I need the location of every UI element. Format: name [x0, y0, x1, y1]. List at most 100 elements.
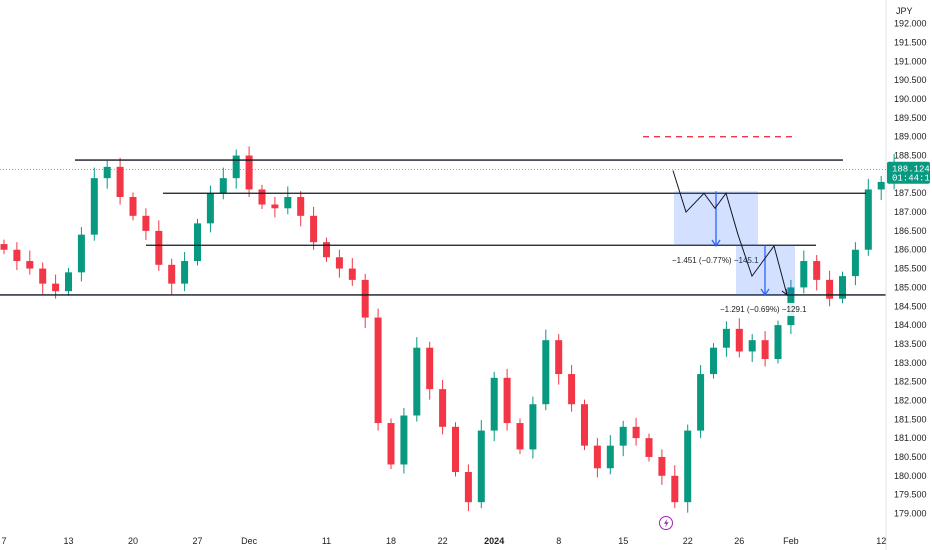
price-tick-label: 183.000 — [894, 358, 927, 368]
candle — [774, 320, 782, 364]
candle — [839, 271, 846, 304]
time-tick-label: 13 — [63, 536, 73, 546]
price-tick-label: 179.500 — [894, 490, 927, 500]
candle — [800, 250, 808, 294]
candle — [168, 258, 176, 295]
candle — [684, 424, 692, 513]
candle — [387, 418, 395, 470]
time-tick-label: Dec — [241, 536, 258, 546]
candle — [65, 267, 72, 296]
time-tick-label: 26 — [734, 536, 744, 546]
candle — [568, 365, 576, 412]
price-tick-label: 190.500 — [894, 75, 927, 85]
candle — [464, 464, 472, 512]
candle — [619, 420, 627, 457]
candle — [232, 149, 240, 189]
candle — [710, 343, 717, 379]
candle — [0, 239, 8, 255]
candle — [452, 422, 459, 477]
time-tick-label: 27 — [192, 536, 202, 546]
candle — [400, 407, 408, 474]
price-tick-label: 187.500 — [894, 188, 927, 198]
price-tick-label: 185.500 — [894, 264, 927, 274]
candle — [90, 167, 98, 241]
price-tick-label: 185.000 — [894, 282, 927, 292]
candle — [581, 399, 588, 451]
candle — [606, 435, 614, 475]
projection-path — [672, 170, 788, 297]
current-price-badge-bg — [887, 161, 930, 184]
price-tick-label: 191.000 — [894, 56, 927, 66]
time-tick-label: 22 — [438, 536, 448, 546]
candle — [722, 321, 730, 357]
price-range-measure[interactable]: −1.451 (−0.77%) −145.1 — [669, 191, 767, 267]
candle — [103, 160, 111, 189]
candle — [323, 237, 330, 262]
bar-countdown-label: 01:44:12 — [892, 174, 932, 184]
candle — [77, 227, 85, 282]
time-tick-label: Feb — [783, 536, 799, 546]
measure-label: −1.451 (−0.77%) −145.1 — [672, 256, 759, 265]
measure-tools: −1.451 (−0.77%) −145.1 −1.291 (−0.69%) −1… — [669, 191, 815, 316]
price-tick-label: 186.000 — [894, 245, 927, 255]
measure-label-bg — [717, 302, 815, 316]
candle — [645, 433, 653, 462]
time-tick-label: 22 — [683, 536, 693, 546]
candle — [516, 418, 524, 454]
candle — [310, 206, 318, 250]
candle — [284, 186, 292, 215]
candle — [761, 331, 769, 367]
candle — [116, 157, 124, 205]
candle — [877, 175, 885, 201]
candle — [129, 192, 137, 221]
candle — [632, 417, 640, 446]
candle — [697, 365, 705, 439]
price-tick-label: 182.000 — [894, 395, 927, 405]
price-axis[interactable]: JPY 192.000 191.500 191.000 190.500 190.000 1… — [885, 0, 927, 550]
candle — [335, 249, 343, 278]
candle — [864, 178, 872, 256]
candle — [490, 371, 498, 442]
lightning-icon[interactable] — [659, 516, 673, 530]
candle — [851, 242, 859, 286]
candle — [658, 449, 666, 485]
candle — [593, 438, 601, 478]
candle — [26, 250, 34, 275]
currency-label: JPY — [896, 6, 913, 16]
price-tick-label: 184.000 — [894, 320, 927, 330]
price-tick-label: 181.000 — [894, 433, 927, 443]
candle — [361, 273, 369, 329]
candle — [671, 465, 679, 509]
candle — [426, 341, 434, 400]
candle — [555, 334, 563, 385]
time-tick-label: 20 — [128, 536, 138, 546]
price-tick-label: 187.000 — [894, 207, 927, 217]
price-tick-label: 189.000 — [894, 132, 927, 142]
candle — [439, 380, 447, 435]
candle — [258, 184, 266, 210]
candle — [219, 167, 227, 200]
candle — [39, 262, 47, 295]
time-tick-label: 7 — [1, 536, 6, 546]
price-tick-label: 189.500 — [894, 113, 927, 123]
time-tick-label: 8 — [556, 536, 561, 546]
time-tick-label: 15 — [618, 536, 628, 546]
candle — [142, 208, 150, 240]
candle — [245, 146, 253, 197]
price-tick-label: 188.500 — [894, 151, 927, 161]
projection-zigzag[interactable] — [672, 170, 788, 296]
candle — [477, 420, 485, 509]
measure-label: −1.291 (−0.69%) −129.1 — [720, 305, 807, 314]
candle — [13, 242, 21, 271]
candle — [348, 258, 356, 286]
candle — [413, 337, 421, 422]
time-axis[interactable]: 7 13 20 27 Dec 11 18 22 2024 8 15 22 26 Feb 12 — [1, 536, 886, 546]
time-tick-label: 12 — [876, 536, 886, 546]
candle — [374, 308, 382, 431]
time-tick-label: 18 — [386, 536, 396, 546]
price-tick-label: 181.500 — [894, 414, 927, 424]
price-tick-label: 186.500 — [894, 226, 927, 236]
price-tick-label: 179.000 — [894, 508, 927, 518]
